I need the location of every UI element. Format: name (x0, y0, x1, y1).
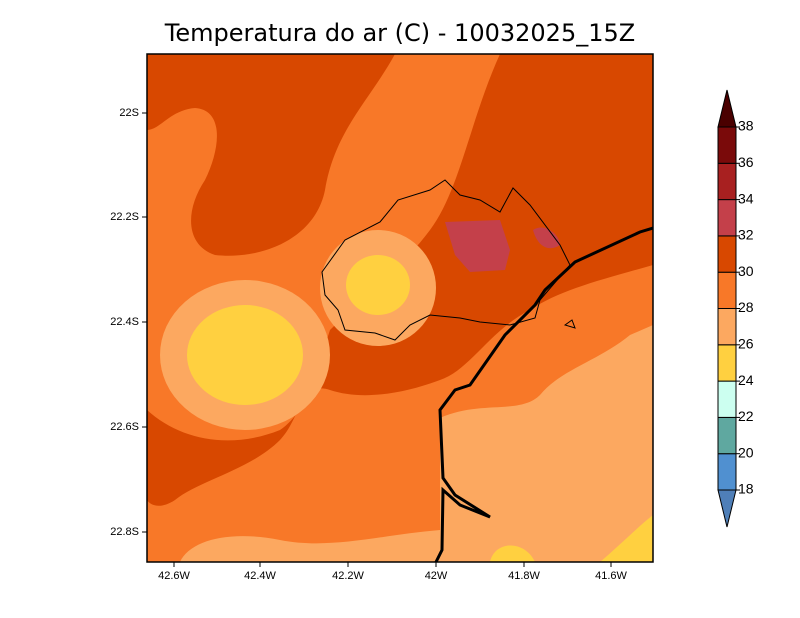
contour (180, 530, 440, 562)
colorbar-label: 34 (738, 190, 754, 206)
map-frame (146, 53, 654, 563)
x-tick-label: 42.6W (158, 570, 190, 582)
colorbar-under (717, 489, 737, 528)
y-tick-label: 22.4S (110, 316, 139, 328)
colorbar-bin (717, 271, 737, 310)
colorbar-label: 32 (738, 227, 754, 243)
colorbar-label: 28 (738, 299, 754, 315)
title: Temperatura do ar (C) - 10032025_15Z (164, 19, 635, 47)
colorbar-bin (717, 162, 737, 201)
colorbar-bin (717, 380, 737, 418)
y-tick-label: 22.2S (110, 211, 139, 223)
colorbar-label: 24 (738, 372, 754, 388)
colorbar-label: 36 (738, 154, 754, 170)
x-tick-label: 41.6W (595, 570, 627, 582)
contour (440, 325, 653, 562)
colorbar-over (717, 89, 737, 128)
colorbar-label: 38 (738, 118, 754, 134)
x-tick-label: 41.8W (508, 570, 540, 582)
state-border (434, 226, 653, 562)
colorbar-bin (717, 126, 737, 164)
colorbar-label: 20 (738, 444, 754, 460)
colorbar-bin (717, 235, 737, 273)
colorbar-bin (717, 416, 737, 455)
x-tick-label: 42.4W (244, 570, 276, 582)
colorbar-bin (717, 199, 737, 237)
colorbar-label: 26 (738, 336, 754, 352)
x-tick-label: 42.2W (332, 570, 364, 582)
y-tick-label: 22.8S (110, 526, 139, 538)
colorbar-label: 18 (738, 481, 754, 497)
contour (445, 220, 560, 272)
map-field (147, 54, 653, 562)
contour (147, 54, 395, 256)
colorbar-label: 30 (738, 263, 754, 279)
contour (346, 255, 410, 315)
y-tick-label: 22.6S (110, 421, 139, 433)
colorbar-bin (717, 308, 737, 346)
contour (490, 515, 653, 562)
x-tick-label: 42W (425, 570, 448, 582)
colorbar-label: 22 (738, 408, 754, 424)
contour (187, 305, 303, 405)
colorbar-bin (717, 453, 737, 491)
y-tick-label: 22S (119, 107, 139, 119)
colorbar-bin (717, 344, 737, 382)
